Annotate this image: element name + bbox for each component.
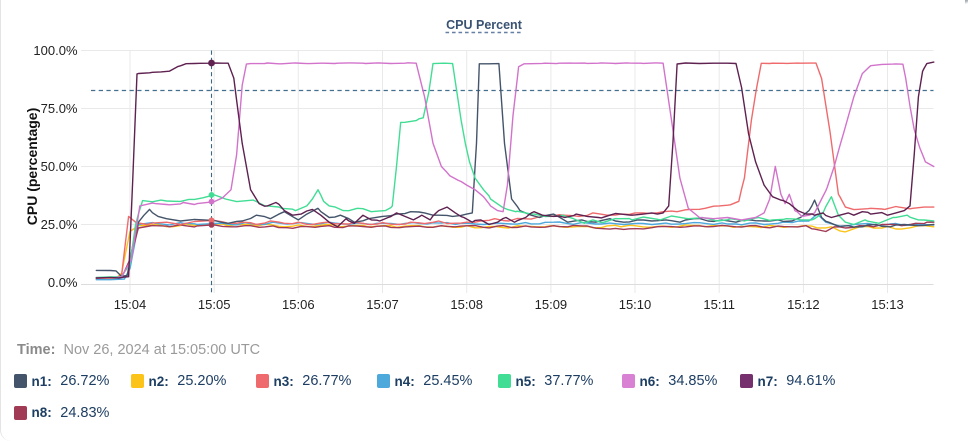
svg-text:15:08: 15:08	[450, 297, 483, 312]
svg-text:15:09: 15:09	[535, 297, 568, 312]
svg-text:15:13: 15:13	[871, 297, 904, 312]
svg-text:0.0%: 0.0%	[48, 275, 78, 290]
svg-text:25.0%: 25.0%	[41, 217, 78, 232]
svg-text:15:04: 15:04	[114, 297, 147, 312]
svg-text:75.0%: 75.0%	[41, 101, 78, 116]
svg-text:15:12: 15:12	[787, 297, 820, 312]
svg-text:15:11: 15:11	[703, 297, 735, 312]
svg-text:CPU (percentage): CPU (percentage)	[24, 108, 40, 225]
svg-text:15:06: 15:06	[282, 297, 315, 312]
svg-text:15:07: 15:07	[366, 297, 399, 312]
svg-text:15:10: 15:10	[619, 297, 652, 312]
svg-text:50.0%: 50.0%	[41, 159, 78, 174]
svg-text:100.0%: 100.0%	[33, 43, 78, 58]
svg-text:15:05: 15:05	[198, 297, 231, 312]
